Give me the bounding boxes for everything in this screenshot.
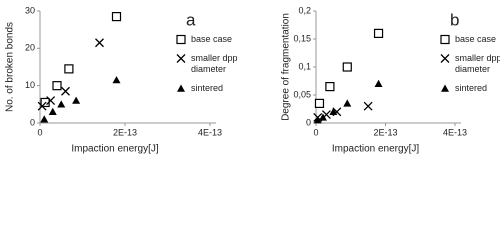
point <box>46 96 56 106</box>
legend-label: base case <box>191 34 233 44</box>
y-tick-label: 0 <box>30 117 35 127</box>
y-tick-label: 20 <box>25 43 35 53</box>
point <box>72 96 81 104</box>
y-tick-label: 0,1 <box>298 61 311 71</box>
y-tick-label: 0 <box>306 117 311 127</box>
x-tick-label: 2E-13 <box>113 127 137 137</box>
point <box>329 107 338 115</box>
point <box>342 62 352 72</box>
panel-label: a <box>186 10 196 29</box>
legend-item: base case <box>438 34 500 45</box>
legend-marker <box>177 84 185 92</box>
point <box>373 28 384 38</box>
legend-item: smaller dpp diameter <box>438 53 500 75</box>
point <box>177 84 185 92</box>
chart: 0 10 20 30 0 2E-13 4E-13 Impaction energy[J] No.… <box>5 5 222 155</box>
legend-label: base case <box>455 34 497 44</box>
y-tick-label: 0,15 <box>293 33 311 43</box>
legend-item: smaller dpp diameter <box>174 53 252 75</box>
point <box>112 76 121 84</box>
y-tick-label: 0,05 <box>293 89 311 99</box>
point <box>441 84 449 92</box>
point <box>313 116 322 124</box>
point <box>61 86 70 96</box>
panel-label: b <box>450 10 459 29</box>
point <box>64 64 74 74</box>
legend-item: base case <box>174 34 252 45</box>
point <box>111 12 122 22</box>
legend-marker <box>441 84 449 92</box>
x-axis-title: Impaction energy[J] <box>71 144 158 155</box>
point <box>318 113 327 121</box>
point <box>40 115 49 123</box>
y-tick-label: 0,2 <box>298 5 311 15</box>
point <box>440 34 450 45</box>
point <box>57 100 66 108</box>
chart-panel: 0 10 20 30 0 2E-13 4E-13 Impaction energy[J] No.… <box>0 0 250 159</box>
point <box>440 54 450 63</box>
figure: 0 10 20 30 0 2E-13 4E-13 Impaction energy[J] No.… <box>0 0 500 159</box>
point <box>48 107 57 115</box>
chart: 0 0,05 0,1 0,15 0,2 0 2E-13 4E-13 Impaction ener… <box>281 5 467 155</box>
point <box>52 81 62 91</box>
x-axis-title: Impaction energy[J] <box>332 144 419 155</box>
legend: base case smaller dpp diameter sintered <box>438 34 500 102</box>
legend-marker <box>440 54 450 63</box>
y-tick-label: 10 <box>25 80 35 90</box>
point <box>374 79 383 87</box>
legend-marker <box>440 34 450 45</box>
y-axis-title: No. of broken bonds <box>5 22 16 112</box>
legend-marker <box>176 54 186 63</box>
point <box>95 38 104 48</box>
point <box>176 34 186 45</box>
x-tick-label: 4E-13 <box>198 127 222 137</box>
point <box>363 101 373 111</box>
point <box>325 81 335 92</box>
point <box>343 99 352 107</box>
point <box>176 54 186 63</box>
legend-label: smaller dpp diameter <box>455 53 500 74</box>
x-tick-label: 0 <box>313 127 318 137</box>
x-tick-label: 0 <box>37 127 42 137</box>
point <box>314 98 325 109</box>
legend-label: smaller dpp diameter <box>191 53 238 74</box>
point <box>37 101 47 111</box>
x-tick-label: 2E-13 <box>373 127 397 137</box>
y-tick-label: 30 <box>25 5 35 15</box>
y-axis-title: Degree of fragmentation <box>281 13 292 121</box>
chart-panel: 0 0,05 0,1 0,15 0,2 0 2E-13 4E-13 Impaction ener… <box>250 0 500 159</box>
legend-label: sintered <box>455 83 488 93</box>
x-tick-label: 4E-13 <box>443 127 467 137</box>
legend-item: sintered <box>438 83 500 94</box>
legend-item: sintered <box>174 83 252 94</box>
legend-label: sintered <box>191 83 224 93</box>
legend-marker <box>176 34 186 45</box>
legend: base case smaller dpp diameter sintered <box>174 34 252 102</box>
